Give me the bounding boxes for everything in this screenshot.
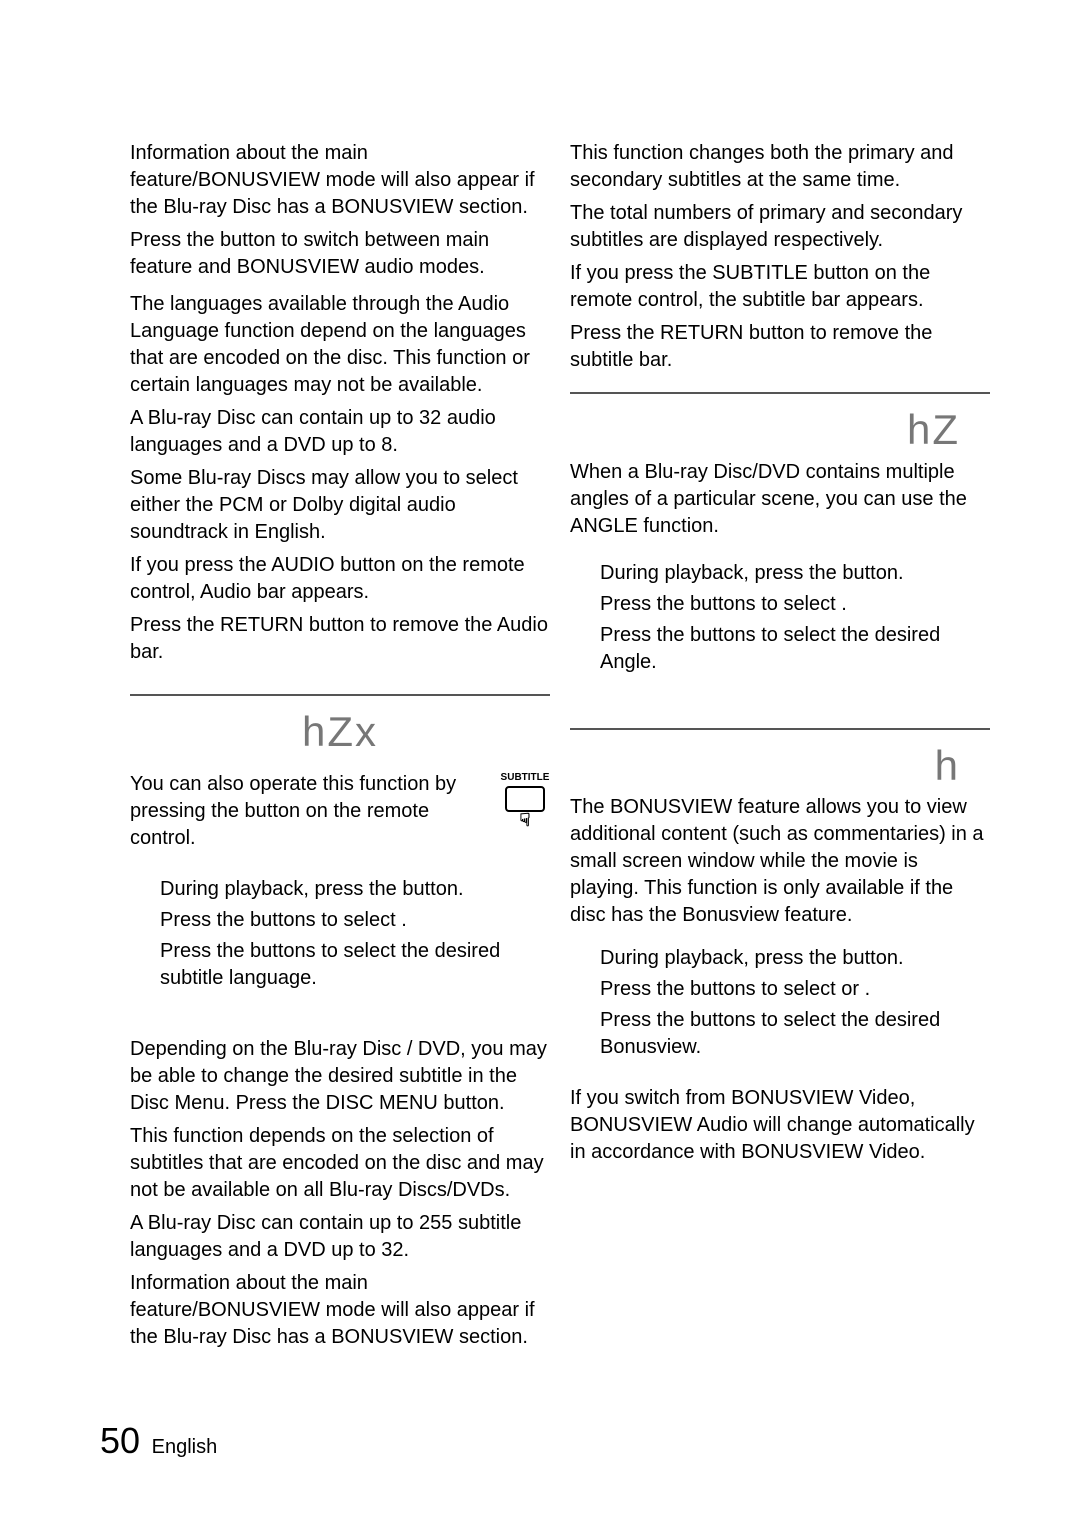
note-audio-bar-return: Press the RETURN button to remove the Au… xyxy=(130,612,550,666)
angle-section-symbol: hZ xyxy=(570,402,990,459)
bonus-step-1: During playback, press the button. xyxy=(600,945,990,972)
section-divider xyxy=(130,694,550,696)
bonus-intro-text: The BONUSVIEW feature allows you to view… xyxy=(570,794,990,929)
subtitle-icon-box xyxy=(505,786,545,812)
note-pcm-dolby: Some Blu-ray Discs may allow you to sele… xyxy=(130,465,550,546)
page-footer: 50 English xyxy=(100,1420,217,1462)
subtitle-button-icon: SUBTITLE ☟ xyxy=(500,771,550,833)
section-divider-angle xyxy=(570,392,990,394)
subtitle-notes: Depending on the Blu-ray Disc / DVD, you… xyxy=(130,1036,550,1351)
page-root: Information about the main feature/BONUS… xyxy=(0,0,1080,1532)
note-disc-menu: Depending on the Blu-ray Disc / DVD, you… xyxy=(130,1036,550,1117)
note-subtitle-bonusview: Information about the main feature/BONUS… xyxy=(130,1270,550,1351)
page-language-label: English xyxy=(152,1436,218,1458)
angle-intro-text: When a Blu-ray Disc/DVD contains multipl… xyxy=(570,459,990,540)
note-subtitle-count: A Blu-ray Disc can contain up to 255 sub… xyxy=(130,1210,550,1264)
subtitle-step-3: Press the buttons to select the desired … xyxy=(160,938,550,992)
note-audio-bar: If you press the AUDIO button on the rem… xyxy=(130,552,550,606)
bonusview-info-text: Information about the main feature/BONUS… xyxy=(130,140,550,221)
note-primary-secondary: This function changes both the primary a… xyxy=(570,140,990,194)
section-divider-bonus xyxy=(570,728,990,730)
bonus-section-symbol: h xyxy=(570,738,990,795)
right-column: This function changes both the primary a… xyxy=(570,140,990,1357)
two-column-layout: Information about the main feature/BONUS… xyxy=(130,140,990,1357)
bonus-step-3: Press the buttons to select the desired … xyxy=(600,1007,990,1061)
subtitle-icon-label: SUBTITLE xyxy=(501,772,550,783)
left-column: Information about the main feature/BONUS… xyxy=(130,140,550,1357)
note-subtitle-totals: The total numbers of primary and seconda… xyxy=(570,200,990,254)
note-bonusview-auto: If you switch from BONUSVIEW Video, BONU… xyxy=(570,1085,990,1166)
angle-step-2: Press the buttons to select . xyxy=(600,591,990,618)
subtitle-step-1: During playback, press the button. xyxy=(160,876,550,903)
note-audio-languages: The languages available through the Audi… xyxy=(130,291,550,399)
subtitle-step-2: Press the buttons to select . xyxy=(160,907,550,934)
angle-step-3: Press the buttons to select the desired … xyxy=(600,622,990,676)
subtitle-intro-text: You can also operate this function by pr… xyxy=(130,771,490,852)
note-audio-count: A Blu-ray Disc can contain up to 32 audi… xyxy=(130,405,550,459)
bonus-step-2: Press the buttons to select or . xyxy=(600,976,990,1003)
switch-audio-text: Press the button to switch between main … xyxy=(130,227,550,281)
note-subtitle-bar-return: Press the RETURN button to remove the su… xyxy=(570,320,990,374)
subtitle-intro-row: You can also operate this function by pr… xyxy=(130,771,550,852)
note-subtitle-availability: This function depends on the selection o… xyxy=(130,1123,550,1204)
subtitle-section-symbol: hZx xyxy=(130,704,550,761)
page-number: 50 xyxy=(100,1420,140,1461)
angle-step-1: During playback, press the button. xyxy=(600,560,990,587)
note-subtitle-bar: If you press the SUBTITLE button on the … xyxy=(570,260,990,314)
audio-notes: The languages available through the Audi… xyxy=(130,291,550,666)
